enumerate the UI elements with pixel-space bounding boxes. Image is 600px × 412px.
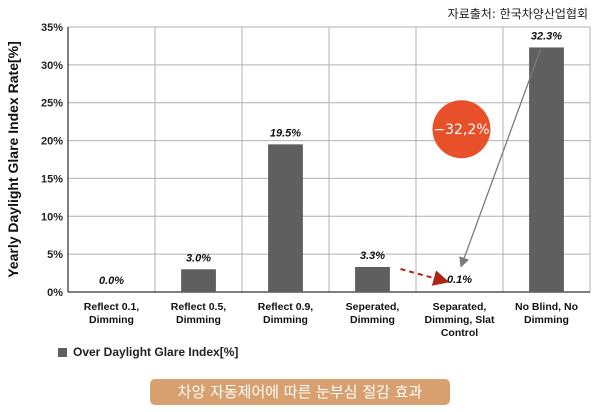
x-tick-label: Dimming [89, 314, 134, 326]
y-tick-label: 5% [47, 249, 63, 261]
x-tick-label: Reflect 0.9, [258, 301, 314, 313]
data-label: 3.3% [360, 250, 385, 262]
y-tick-label: 15% [41, 173, 63, 185]
x-tick-label: Separated, [433, 301, 487, 313]
x-tick-label: No Blind, No [515, 301, 578, 313]
data-label: 3.0% [186, 252, 211, 264]
y-tick-label: 0% [47, 287, 63, 299]
bar [181, 269, 216, 292]
bar [268, 144, 303, 292]
reduction-badge [432, 100, 491, 159]
y-tick-label: 30% [41, 60, 63, 72]
data-label: 0.1% [447, 274, 472, 286]
source-note: 자료출처: 한국차양산업협회 [447, 7, 588, 21]
y-axis-title: Yearly Daylight Glare Index Rate[%] [5, 41, 21, 278]
reduction-badge-label: −32,2% [433, 122, 489, 138]
y-tick-label: 20% [41, 136, 63, 148]
data-label: 19.5% [270, 127, 301, 139]
legend-label: Over Daylight Glare Index[%] [73, 345, 239, 359]
x-tick-label: Reflect 0.1, [84, 301, 140, 313]
x-tick-label: Dimming [176, 314, 221, 326]
x-tick-label: Reflect 0.5, [171, 301, 227, 313]
x-tick-label: Dimming [350, 314, 395, 326]
x-tick-label: Seperated, [346, 301, 400, 313]
data-label: 0.0% [99, 275, 124, 287]
x-tick-label: Dimming [263, 314, 308, 326]
x-tick-label: Dimming [524, 314, 569, 326]
bar [529, 47, 564, 292]
bar [442, 291, 477, 292]
x-tick-label: Dimming, Slat [424, 314, 495, 326]
data-label: 32.3% [531, 30, 562, 42]
y-tick-label: 35% [41, 22, 63, 34]
legend: Over Daylight Glare Index[%] [58, 345, 238, 359]
bar [355, 267, 390, 292]
caption-banner: 차양 자동제어에 따른 눈부심 절감 효과 [150, 379, 450, 405]
solid-arrow [459, 49, 542, 268]
dashed-arrow [400, 268, 450, 286]
y-tick-label: 25% [41, 98, 63, 110]
legend-swatch [58, 347, 67, 357]
x-tick-label: Control [441, 327, 478, 339]
y-tick-label: 10% [41, 211, 63, 223]
